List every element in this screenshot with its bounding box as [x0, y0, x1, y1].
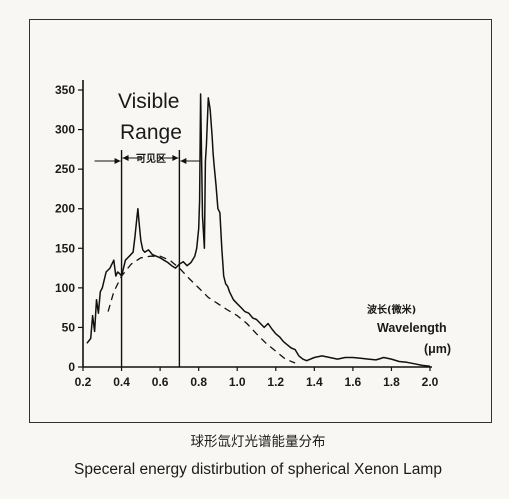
y-ticks: 0 50 100 150 200 250 300 350 — [55, 83, 83, 374]
axis-label-unit: (μm) — [424, 342, 451, 356]
x-tick-label: 0.8 — [190, 375, 207, 389]
caption-en: Speceral energy distirbution of spherica… — [74, 461, 442, 478]
x-tick-label: 1.6 — [345, 375, 362, 389]
x-tick-label: 1.2 — [267, 375, 284, 389]
visible-range-label-line2: Range — [120, 121, 182, 144]
axis-label-cn: 波长(微米) — [367, 303, 416, 316]
y-tick-label: 250 — [55, 162, 75, 176]
x-tick-label: 1.4 — [306, 375, 323, 389]
y-tick-label: 200 — [55, 202, 75, 216]
visible-range-outer-head-right — [180, 158, 187, 164]
series-line-dashed — [107, 255, 296, 364]
caption-cn: 球形氙灯光谱能量分布 — [191, 434, 326, 450]
visible-range-group — [94, 150, 200, 367]
y-tick-label: 0 — [68, 360, 75, 374]
y-tick-label: 100 — [55, 281, 75, 295]
visible-range-label-line1: Visible — [118, 90, 179, 113]
y-tick-label: 300 — [55, 123, 75, 137]
visible-range-arrowhead-right — [172, 155, 179, 161]
figure-frame — [29, 19, 492, 423]
axis-label-en: Wavelength — [377, 321, 447, 335]
x-tick-label: 2.0 — [422, 375, 439, 389]
y-tick-label: 350 — [55, 83, 75, 97]
x-tick-label: 1.0 — [229, 375, 246, 389]
visible-range-outer-head-left — [114, 158, 121, 164]
x-tick-label: 1.8 — [383, 375, 400, 389]
y-tick-label: 150 — [55, 241, 75, 255]
visible-range-cn-label: 可见区 — [136, 153, 166, 165]
y-tick-label: 50 — [62, 320, 76, 334]
x-tick-label: 0.6 — [152, 375, 169, 389]
x-tick-label: 0.2 — [75, 375, 92, 389]
x-tick-label: 0.4 — [113, 375, 130, 389]
axes — [82, 80, 432, 368]
series-line-solid — [86, 93, 431, 367]
x-ticks: 0.2 0.4 0.6 0.8 1.0 1.2 1.4 1.6 1.8 2.0 — [75, 367, 439, 389]
series-group — [86, 93, 431, 367]
visible-range-arrowhead-left — [122, 155, 129, 161]
